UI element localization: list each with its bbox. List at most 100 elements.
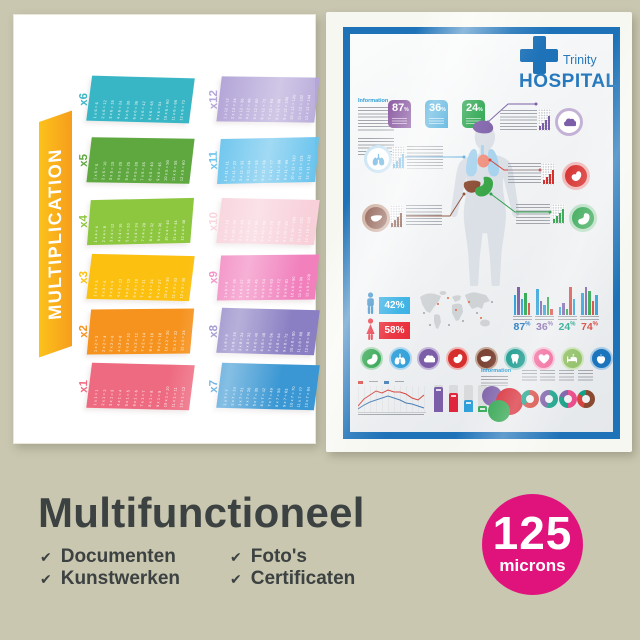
- times-table-label: x2: [77, 325, 90, 338]
- equation: 6 x 4 = 24: [132, 222, 139, 242]
- info-text-lines: [481, 376, 508, 386]
- bar-track: [463, 385, 473, 412]
- times-table-x11: 1 x 11 = 11 2 x 11 = 22 3 x 11 = 33 4 x 11 …: [217, 136, 319, 185]
- female-icon: [366, 318, 375, 340]
- mini-stat-caption: [580, 316, 599, 320]
- heart-icon: [538, 353, 550, 364]
- callout-circle-liver: [362, 204, 390, 232]
- page-title: Multifunctioneel: [38, 489, 365, 536]
- mini-stat-value: 24%: [558, 321, 576, 333]
- callout-text-stomach: [516, 204, 550, 224]
- brain-icon: [423, 354, 435, 362]
- checklist-label: Foto's: [250, 546, 307, 567]
- mini-stat-value: 74%: [580, 321, 599, 333]
- stomach-icon: [577, 212, 590, 225]
- equation: 5 x 11 = 55: [252, 160, 260, 181]
- equation: 8 x 11 = 88: [275, 159, 282, 181]
- equation: 9 x 4 = 36: [156, 222, 163, 242]
- male-icon: [367, 292, 374, 314]
- info-text-lines: [559, 370, 574, 383]
- times-table-label: x9: [207, 271, 220, 284]
- equation: 4 x 2 = 8: [116, 335, 123, 352]
- gender-value-female: 58%: [379, 322, 410, 339]
- equation: 6 x 2 = 12: [132, 332, 139, 352]
- donut-chart: [558, 390, 577, 408]
- thickness-unit: microns: [499, 556, 566, 575]
- times-table-label: x4: [77, 214, 90, 229]
- donut-chart: [521, 390, 539, 408]
- tooth-icon: [511, 353, 519, 364]
- equation: 3 x 4 = 12: [108, 223, 116, 243]
- sleep-icon: z: [567, 353, 578, 362]
- equation: 12 x 4 = 48: [179, 219, 187, 241]
- equation: 8 x 4 = 32: [148, 222, 155, 242]
- bar-track: [434, 385, 443, 412]
- equation: 7 x 2 = 14: [140, 332, 147, 352]
- bar-value: [448, 393, 458, 412]
- mini-stat-87: 87%: [511, 285, 533, 333]
- mini-stat-value: 36%: [535, 321, 554, 333]
- callout-text-heart-organ: [508, 163, 541, 185]
- equation: 12 x 11 = 132: [304, 154, 312, 180]
- check-icon: ✔: [230, 548, 242, 565]
- equation: 10 x 2 = 20: [163, 330, 171, 352]
- hospital-poster: Trinity HOSPITAL Information 87% 36% 24%: [326, 12, 632, 452]
- times-table-label: x10: [207, 211, 220, 232]
- bubble-2: [488, 400, 510, 422]
- checklist-item: ✔ Documenten: [40, 546, 176, 568]
- checklist-item: ✔ Kunstwerken: [40, 568, 180, 590]
- check-icon: ✔: [40, 570, 52, 587]
- equation: 4 x 4 = 16: [116, 223, 123, 242]
- equation: 12 x 1 = 12: [178, 386, 186, 408]
- liver-icon: [481, 355, 492, 362]
- poster-frame: Trinity HOSPITAL Information 87% 36% 24%: [343, 27, 620, 439]
- checklist-label: Certificaten: [250, 568, 356, 589]
- equation: 7 x 11 = 77: [267, 159, 274, 181]
- organ-circle-sleep: z: [560, 347, 584, 370]
- checklist-label: Documenten: [60, 546, 176, 567]
- equation: 12 x 2 = 24: [179, 330, 187, 352]
- callout-text-brain: [500, 110, 537, 132]
- equation: 2 x 9 = 18: [230, 279, 237, 298]
- equation: 5 x 4 = 20: [124, 223, 131, 242]
- equation: 8 x 9 = 72: [274, 278, 282, 298]
- checklist-item: ✔ Foto's: [230, 546, 307, 568]
- gender-value-male: 42%: [379, 297, 410, 314]
- heart-organ-icon: [453, 353, 462, 363]
- line-chart: [358, 386, 426, 413]
- times-table-label: x8: [207, 324, 220, 339]
- equation: 12 x 5 = 60: [179, 160, 186, 182]
- mini-stat-caption: [512, 316, 532, 320]
- callout-circle-lungs: [364, 145, 392, 173]
- donut-chart: [539, 390, 558, 408]
- callout-circle-stomach: [569, 204, 597, 232]
- brain-icon: [563, 118, 576, 126]
- callout-chart-brain: [538, 109, 551, 131]
- times-table-label: x6: [77, 92, 90, 107]
- equation: 12 x 6 = 72: [178, 99, 186, 121]
- equation: 7 x 4 = 28: [140, 222, 147, 242]
- equation: 5 x 2 = 10: [124, 333, 131, 352]
- thickness-value: 125: [492, 507, 573, 559]
- times-table-label: x11: [207, 151, 220, 170]
- mini-stat-value: 87%: [513, 321, 531, 333]
- callout-chart-liver: [390, 205, 403, 228]
- callout-circle-brain: [555, 108, 583, 136]
- equation: 10 x 11 = 110: [290, 155, 297, 181]
- stomach-icon: [366, 353, 378, 365]
- equation: 12 x 9 = 108: [304, 273, 312, 298]
- equation: 4 x 11 = 44: [245, 160, 252, 181]
- equation: 12 x 3 = 36: [178, 277, 186, 299]
- times-table-x10: 1 x 10 = 10 2 x 10 = 20 3 x 10 = 30 4 x 10 …: [216, 197, 320, 246]
- info-text-lines: [578, 370, 593, 383]
